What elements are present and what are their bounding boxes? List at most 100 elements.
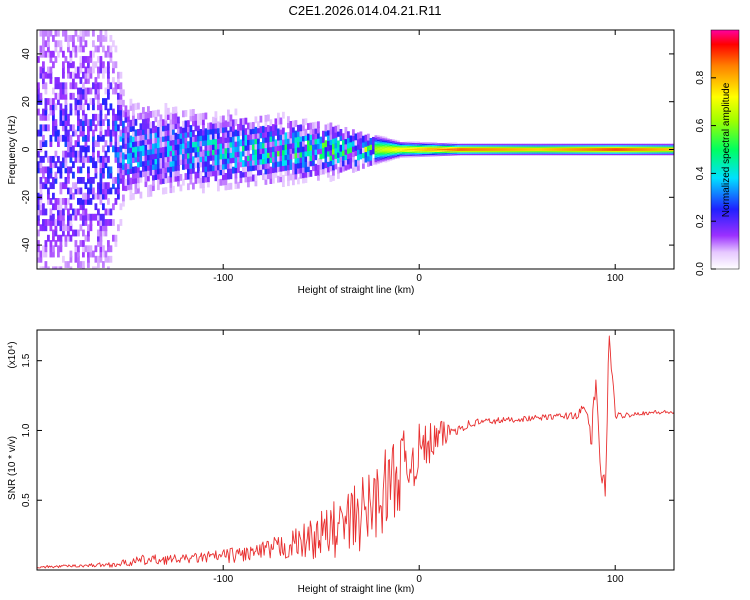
spectrogram-cell bbox=[92, 150, 95, 158]
spectrogram-cell bbox=[622, 148, 625, 150]
spectrogram-cell bbox=[427, 152, 430, 154]
spectrogram-cell bbox=[644, 148, 648, 150]
spectrogram-cell bbox=[64, 224, 68, 232]
spectrogram-cell bbox=[642, 143, 645, 146]
spectrogram-cell bbox=[499, 148, 503, 150]
spectrogram-cell bbox=[69, 166, 73, 174]
spectrogram-cell bbox=[102, 134, 105, 142]
spectrogram-cell bbox=[149, 163, 153, 171]
spectrogram-cell bbox=[147, 169, 150, 177]
spectrogram-cell bbox=[229, 182, 233, 190]
spectrogram-cell bbox=[354, 143, 358, 151]
spectrogram-cell bbox=[137, 155, 140, 163]
spectrogram-cell bbox=[239, 123, 243, 131]
spectrogram-cell bbox=[39, 45, 43, 53]
spectrogram-cell bbox=[287, 116, 290, 124]
spectrogram-cell bbox=[67, 213, 70, 221]
spectrogram-cell bbox=[629, 149, 633, 151]
spectrogram-cell bbox=[242, 165, 245, 173]
spectrogram-cell bbox=[174, 122, 178, 130]
spectrogram-cell bbox=[47, 187, 50, 195]
spectrogram-cell bbox=[574, 152, 578, 154]
spectrogram-cell bbox=[582, 145, 585, 147]
spectrogram-cell bbox=[442, 144, 445, 146]
spectrogram-cell bbox=[102, 213, 105, 221]
spectrogram-cell bbox=[299, 145, 303, 153]
spectrogram-cell bbox=[42, 208, 45, 216]
spectrogram-cell bbox=[272, 134, 275, 142]
spectrogram-cell bbox=[389, 141, 393, 144]
spectrogram-cell bbox=[324, 150, 328, 158]
spectrogram-cell bbox=[42, 250, 45, 258]
spectrogram-cell bbox=[74, 98, 78, 105]
spectrogram-cell bbox=[562, 146, 565, 149]
spectrogram-cell bbox=[199, 113, 203, 121]
spectrogram-cell bbox=[59, 198, 63, 205]
spectrogram-cell bbox=[142, 154, 145, 162]
spectrogram-cell bbox=[644, 152, 648, 154]
spectrogram-cell bbox=[412, 153, 415, 155]
spectrogram-cell bbox=[74, 50, 78, 58]
spectrogram-cell bbox=[87, 245, 90, 253]
spectrogram-cell bbox=[242, 139, 245, 146]
spectrogram-cell bbox=[87, 255, 90, 263]
spectrogram-cell bbox=[534, 143, 538, 146]
spectrogram-cell bbox=[567, 143, 570, 146]
spectrogram-cell bbox=[174, 153, 178, 161]
spectrogram-cell bbox=[157, 162, 160, 170]
spectrogram-cell bbox=[447, 142, 450, 145]
spectrogram-cell bbox=[117, 77, 120, 84]
spectrogram-cell bbox=[144, 132, 148, 140]
spectrogram-cell bbox=[672, 145, 674, 147]
spectrogram-cell bbox=[562, 150, 565, 153]
spectrogram-cell bbox=[119, 161, 123, 169]
spectrogram-cell bbox=[82, 250, 85, 258]
spectrogram-cell bbox=[312, 127, 315, 135]
spectrogram-cell bbox=[457, 148, 460, 150]
spectrogram-cell bbox=[429, 149, 433, 151]
spectrogram-cell bbox=[39, 145, 43, 153]
spectrogram-cell bbox=[257, 158, 260, 165]
spectrogram-cell bbox=[279, 149, 283, 156]
spectrogram-cell bbox=[79, 150, 83, 158]
spectrogram-cell bbox=[524, 150, 528, 153]
spectrogram-cell bbox=[387, 139, 390, 142]
spectrogram-cell bbox=[372, 157, 375, 165]
spectrogram-cell bbox=[137, 171, 140, 178]
spectrogram-cell bbox=[259, 163, 263, 170]
spectrogram-cell bbox=[82, 82, 85, 90]
spectrogram-cell bbox=[579, 143, 583, 146]
spectrogram-cell bbox=[544, 152, 548, 154]
spectrogram-cell bbox=[152, 147, 155, 155]
spectrogram-cell bbox=[67, 35, 70, 42]
spectrogram-cell bbox=[459, 153, 463, 156]
spectrogram-cell bbox=[167, 128, 170, 136]
spectrogram-cell bbox=[524, 146, 528, 149]
spectrogram-cell bbox=[59, 240, 63, 247]
spectrogram-cell bbox=[327, 123, 330, 131]
spectrogram-cell bbox=[87, 30, 90, 37]
spectrogram-cell bbox=[487, 146, 490, 149]
spectrogram-cell bbox=[97, 182, 100, 190]
spectrogram-cell bbox=[149, 168, 153, 176]
spectrogram-cell bbox=[269, 177, 273, 184]
spectrogram-cell bbox=[69, 50, 73, 58]
spectrogram-cell bbox=[229, 140, 233, 148]
spectrogram-cell bbox=[162, 150, 165, 158]
spectrogram-cell bbox=[44, 82, 48, 90]
spectrogram-cell bbox=[562, 143, 565, 146]
spectrogram-cell bbox=[384, 142, 388, 144]
spectrogram-cell bbox=[374, 143, 378, 146]
spectrogram-cell bbox=[309, 169, 313, 177]
colorbar-tick-label: 0.0 bbox=[695, 262, 706, 276]
spectrogram-cell bbox=[514, 152, 518, 154]
spectrogram-ytick-label: 0 bbox=[21, 146, 32, 152]
spectrogram-cell bbox=[134, 129, 138, 137]
spectrogram-cell bbox=[602, 143, 605, 146]
spectrogram-cell bbox=[622, 143, 625, 146]
spectrogram-cell bbox=[312, 138, 315, 145]
spectrogram-cell bbox=[129, 193, 133, 201]
spectrogram-cell bbox=[592, 143, 595, 146]
spectrogram-cell bbox=[104, 103, 108, 111]
spectrogram-cell bbox=[147, 137, 150, 145]
